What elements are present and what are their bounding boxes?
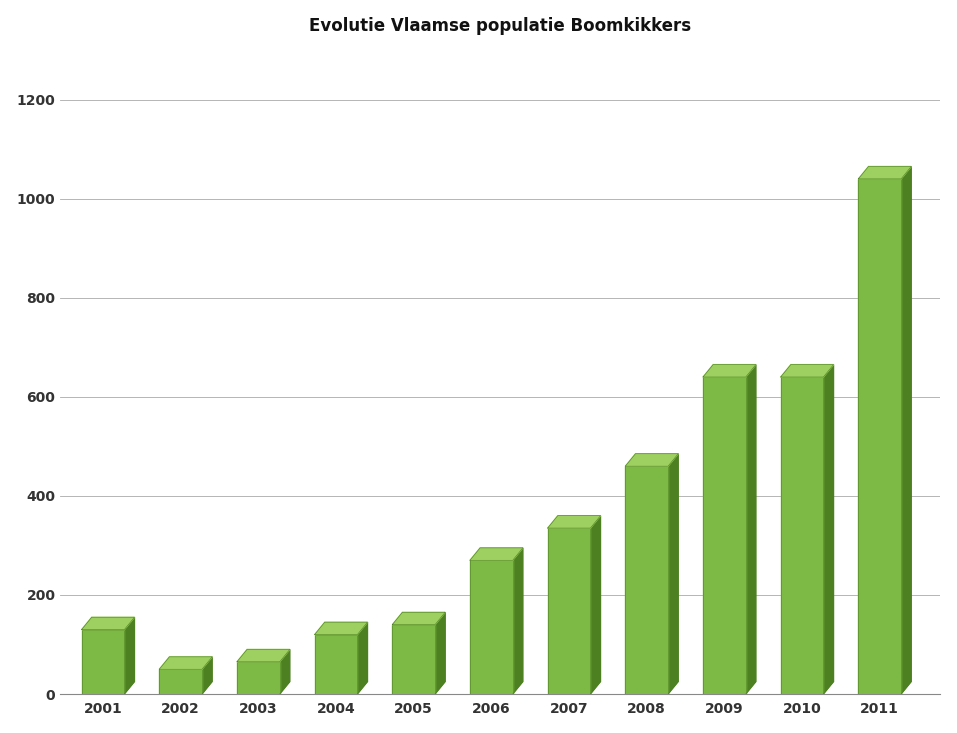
Polygon shape: [547, 528, 590, 694]
Title: Evolutie Vlaamse populatie Boomkikkers: Evolutie Vlaamse populatie Boomkikkers: [309, 17, 691, 34]
Polygon shape: [279, 649, 290, 694]
Polygon shape: [159, 669, 202, 694]
Polygon shape: [625, 454, 679, 466]
Polygon shape: [237, 649, 290, 662]
Polygon shape: [124, 617, 134, 694]
Polygon shape: [315, 622, 367, 635]
Polygon shape: [513, 548, 523, 694]
Polygon shape: [392, 612, 445, 625]
Polygon shape: [668, 454, 679, 694]
Polygon shape: [746, 364, 756, 694]
Polygon shape: [901, 166, 911, 694]
Polygon shape: [392, 625, 435, 694]
Polygon shape: [202, 657, 212, 694]
Polygon shape: [315, 635, 357, 694]
Polygon shape: [159, 657, 212, 669]
Polygon shape: [858, 179, 901, 694]
Polygon shape: [237, 662, 279, 694]
Polygon shape: [81, 630, 124, 694]
Polygon shape: [470, 560, 513, 694]
Polygon shape: [81, 617, 134, 630]
Polygon shape: [781, 364, 834, 377]
Polygon shape: [858, 166, 911, 179]
Polygon shape: [823, 364, 834, 694]
Polygon shape: [547, 516, 600, 528]
Polygon shape: [781, 377, 823, 694]
Polygon shape: [703, 364, 756, 377]
Polygon shape: [357, 622, 367, 694]
Polygon shape: [590, 516, 600, 694]
Polygon shape: [470, 548, 523, 560]
Polygon shape: [703, 377, 746, 694]
Polygon shape: [435, 612, 445, 694]
Polygon shape: [625, 466, 668, 694]
